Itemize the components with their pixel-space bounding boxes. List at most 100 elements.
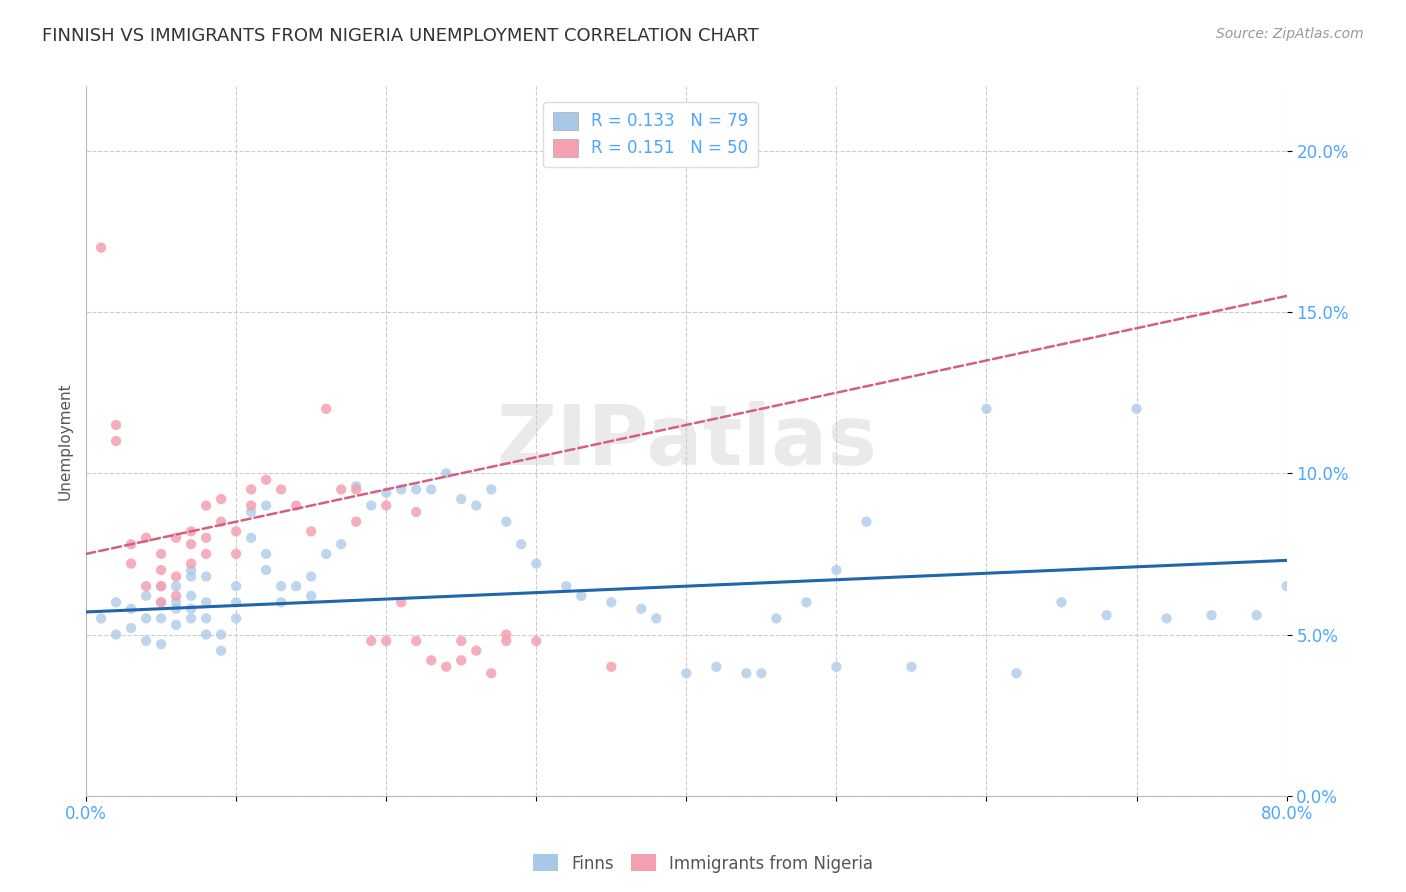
Point (270, 579, 292, 593)
Point (270, 595, 292, 609)
Point (165, 618, 187, 632)
Point (254, 547, 277, 561)
Legend: R = 0.133   N = 79, R = 0.151   N = 50: R = 0.133 N = 79, R = 0.151 N = 50 (543, 102, 758, 168)
Point (645, 611, 668, 625)
Point (180, 537, 202, 551)
Point (479, 666, 502, 681)
Point (180, 563, 202, 577)
Point (165, 601, 187, 615)
Y-axis label: Unemployment: Unemployment (58, 383, 72, 500)
Point (825, 660, 848, 674)
Point (405, 505, 427, 519)
Point (389, 595, 412, 609)
Point (150, 579, 173, 593)
Point (344, 479, 367, 493)
Point (285, 579, 308, 593)
Point (90, 611, 112, 625)
Point (135, 531, 157, 545)
Point (150, 547, 173, 561)
Point (209, 643, 232, 657)
Point (299, 589, 322, 603)
Point (375, 499, 398, 513)
Point (240, 531, 263, 545)
Point (495, 627, 517, 641)
Point (479, 483, 502, 497)
Point (195, 595, 218, 609)
Point (195, 531, 218, 545)
Point (105, 627, 128, 641)
Point (150, 637, 173, 651)
Text: ZIPatlas: ZIPatlas (496, 401, 877, 482)
Point (1050, 595, 1073, 609)
Point (1275, 579, 1298, 593)
Point (135, 634, 157, 648)
Point (405, 634, 427, 648)
Point (405, 483, 427, 497)
Point (180, 611, 202, 625)
Point (299, 569, 322, 583)
Point (209, 515, 232, 529)
Point (120, 537, 142, 551)
Point (569, 589, 592, 603)
Point (1156, 611, 1178, 625)
Point (135, 611, 157, 625)
Point (434, 467, 457, 481)
Point (270, 483, 292, 497)
Point (209, 627, 232, 641)
Point (165, 579, 187, 593)
Point (524, 634, 547, 648)
Point (330, 483, 353, 497)
Point (180, 524, 202, 539)
Point (165, 569, 187, 583)
Point (524, 557, 547, 571)
Point (150, 579, 173, 593)
Point (165, 531, 187, 545)
Point (900, 660, 922, 674)
Point (135, 579, 157, 593)
Point (465, 643, 488, 657)
Point (299, 524, 322, 539)
Point (600, 595, 623, 609)
Point (285, 499, 308, 513)
Point (120, 601, 142, 615)
Point (254, 473, 277, 487)
Point (976, 401, 998, 416)
Text: Source: ZipAtlas.com: Source: ZipAtlas.com (1216, 27, 1364, 41)
Point (510, 537, 533, 551)
Point (825, 563, 848, 577)
Text: FINNISH VS IMMIGRANTS FROM NIGERIA UNEMPLOYMENT CORRELATION CHART: FINNISH VS IMMIGRANTS FROM NIGERIA UNEMP… (42, 27, 759, 45)
Point (765, 611, 787, 625)
Point (389, 483, 412, 497)
Point (254, 563, 277, 577)
Point (180, 569, 202, 583)
Point (450, 492, 472, 507)
Point (195, 627, 218, 641)
Point (675, 666, 697, 681)
Point (796, 595, 818, 609)
Point (180, 557, 202, 571)
Point (209, 492, 232, 507)
Point (344, 483, 367, 497)
Point (195, 569, 218, 583)
Point (375, 485, 398, 500)
Point (495, 515, 517, 529)
Point (105, 417, 128, 432)
Point (330, 537, 353, 551)
Point (420, 653, 443, 667)
Point (225, 595, 247, 609)
Point (240, 483, 263, 497)
Point (240, 505, 263, 519)
Point (90, 241, 112, 255)
Point (225, 579, 247, 593)
Point (855, 515, 877, 529)
Point (180, 601, 202, 615)
Point (375, 634, 398, 648)
Point (225, 611, 247, 625)
Point (195, 547, 218, 561)
Point (150, 595, 173, 609)
Point (165, 595, 187, 609)
Point (1246, 608, 1268, 623)
Legend: Finns, Immigrants from Nigeria: Finns, Immigrants from Nigeria (526, 847, 880, 880)
Point (450, 634, 472, 648)
Point (450, 653, 472, 667)
